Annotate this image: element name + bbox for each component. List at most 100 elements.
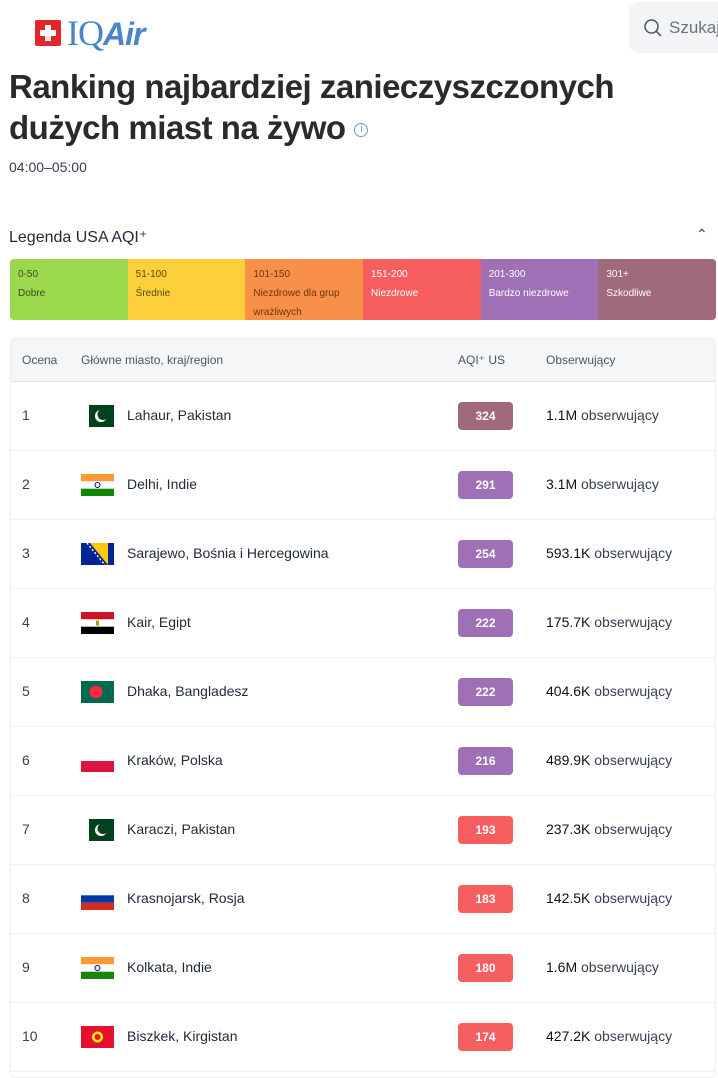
city-link[interactable]: Biszkek, Kirgistan: [127, 1028, 238, 1044]
legend-label: Bardzo niezdrowe: [488, 288, 569, 299]
table-row[interactable]: 1 Lahaur, Pakistan 324 1.1M obserwujący: [11, 382, 715, 451]
followers-count: 1.1M: [546, 407, 578, 423]
ranking-table: Ocena Główne miasto, kraj/region AQI⁺ US…: [10, 338, 716, 1078]
chevron-up-icon[interactable]: ⌃: [696, 226, 708, 242]
aqi-badge: 222: [458, 609, 513, 637]
search-placeholder: Szukaj: [669, 17, 718, 37]
followers-suffix: obserwujący: [594, 683, 673, 699]
followers-count: 3.1M: [546, 476, 578, 492]
table-row[interactable]: 2 Delhi, Indie 291 3.1M obserwujący: [11, 451, 715, 520]
rank: 5: [22, 683, 30, 699]
table-row[interactable]: 7 Karaczi, Pakistan 193 237.3K obserwują…: [11, 796, 715, 865]
flag-pk-icon: [81, 819, 114, 841]
rank: 6: [22, 752, 30, 768]
iqair-logo[interactable]: IQAir: [35, 12, 145, 54]
flag-pk-icon: [81, 405, 114, 427]
aqi-badge: 174: [458, 1023, 513, 1051]
followers-suffix: obserwujący: [594, 1028, 673, 1044]
legend-range: 301+: [606, 269, 629, 280]
header-aqi[interactable]: AQI⁺ US: [458, 353, 506, 367]
rank: 9: [22, 959, 30, 975]
followers-count: 237.3K: [546, 821, 591, 837]
legend-segment: 201-300 Bardzo niezdrowe: [480, 259, 599, 320]
legend-range: 151-200: [371, 269, 408, 280]
aqi-badge: 180: [458, 954, 513, 982]
rank: 3: [22, 545, 30, 561]
flag-eg-icon: [81, 612, 114, 634]
aqi-badge: 183: [458, 885, 513, 913]
aqi-legend: 0-50 Dobre 51-100 Średnie 101-150 Niezdrowe d…: [10, 259, 716, 320]
table-row[interactable]: 4 Kair, Egipt 222 175.7K obserwujący: [11, 589, 715, 658]
followers-suffix: obserwujący: [594, 890, 673, 906]
city-link[interactable]: Kraków, Polska: [127, 752, 223, 768]
city-link[interactable]: Delhi, Indie: [127, 476, 198, 492]
followers-count: 593.1K: [546, 545, 591, 561]
rank: 1: [22, 407, 30, 423]
city-link[interactable]: Kair, Egipt: [127, 614, 191, 630]
aqi-badge: 324: [458, 402, 513, 430]
flag-bd-icon: [81, 681, 114, 703]
table-row[interactable]: 3 Sarajewo, Bośnia i Hercegowina 254 593…: [11, 520, 715, 589]
city-link[interactable]: Lahaur, Pakistan: [127, 407, 232, 423]
followers-count: 1.6M: [546, 959, 578, 975]
table-row[interactable]: 5 Dhaka, Bangladesz 222 404.6K obserwują…: [11, 658, 715, 727]
city-link[interactable]: Kolkata, Indie: [127, 959, 212, 975]
followers: 404.6K obserwujący: [546, 683, 672, 699]
header-city: Główne miasto, kraj/region: [81, 353, 224, 367]
legend-range: 0-50: [18, 269, 39, 280]
followers: 142.5K obserwujący: [546, 890, 672, 906]
followers-count: 427.2K: [546, 1028, 591, 1044]
followers-suffix: obserwujący: [581, 476, 659, 492]
legend-segment: 0-50 Dobre: [10, 259, 128, 320]
followers: 1.1M obserwujący: [546, 407, 659, 423]
header-rank[interactable]: Ocena: [22, 353, 58, 367]
city-link[interactable]: Krasnojarsk, Rosja: [127, 890, 245, 906]
page-title-text: Ranking najbardziej zanieczyszczonych du…: [9, 68, 615, 146]
followers: 593.1K obserwujący: [546, 545, 672, 561]
info-icon[interactable]: i: [354, 123, 369, 138]
rank: 4: [22, 614, 30, 630]
page-title: Ranking najbardziej zanieczyszczonych du…: [9, 66, 689, 148]
legend-range: 101-150: [253, 269, 291, 280]
aqi-badge: 291: [458, 471, 513, 499]
header-followers[interactable]: Obserwujący: [546, 353, 616, 367]
legend-range: 51-100: [135, 269, 167, 280]
followers: 3.1M obserwujący: [546, 476, 659, 492]
time-range: 04:00–05:00: [9, 159, 87, 175]
table-row[interactable]: 6 Kraków, Polska 216 489.9K obserwujący: [11, 727, 715, 796]
city-link[interactable]: Karaczi, Pakistan: [127, 821, 236, 837]
followers-suffix: obserwujący: [594, 614, 673, 630]
rank: 2: [22, 476, 30, 492]
search-input[interactable]: Szukaj: [629, 2, 718, 53]
followers: 489.9K obserwujący: [546, 752, 672, 768]
city-link[interactable]: Dhaka, Bangladesz: [127, 683, 249, 699]
flag-kg-icon: [81, 1026, 114, 1048]
city-link[interactable]: Sarajewo, Bośnia i Hercegowina: [127, 545, 329, 561]
flag-ru-icon: [81, 888, 114, 910]
table-row[interactable]: 8 Krasnojarsk, Rosja 183 142.5K obserwuj…: [11, 865, 715, 934]
rank: 10: [22, 1028, 38, 1044]
aqi-badge: 254: [458, 540, 513, 568]
swiss-cross-icon: [35, 20, 61, 46]
followers-count: 404.6K: [546, 683, 591, 699]
legend-segment: 301+ Szkodliwe: [598, 259, 716, 320]
table-row[interactable]: 9 Kolkata, Indie 180 1.6M obserwujący: [11, 934, 715, 1003]
followers-suffix: obserwujący: [581, 407, 659, 423]
followers: 1.6M obserwujący: [546, 959, 659, 975]
followers-count: 142.5K: [546, 890, 591, 906]
legend-segment: 151-200 Niezdrowe: [363, 259, 481, 320]
legend-label: Niezdrowe: [371, 288, 419, 299]
table-header: Ocena Główne miasto, kraj/region AQI⁺ US…: [11, 339, 715, 382]
flag-pl-icon: [81, 750, 114, 772]
rank: 7: [22, 821, 30, 837]
aqi-badge: 222: [458, 678, 513, 706]
legend-label: Niezdrowe dla grup wrażliwych: [253, 288, 340, 318]
legend-range: 201-300: [488, 269, 526, 280]
followers: 237.3K obserwujący: [546, 821, 672, 837]
aqi-badge: 216: [458, 747, 513, 775]
table-row[interactable]: 10 Biszkek, Kirgistan 174 427.2K obserwu…: [11, 1003, 715, 1072]
legend-segment: 51-100 Średnie: [127, 259, 246, 320]
rank: 8: [22, 890, 30, 906]
followers-count: 489.9K: [546, 752, 591, 768]
followers: 175.7K obserwujący: [546, 614, 672, 630]
